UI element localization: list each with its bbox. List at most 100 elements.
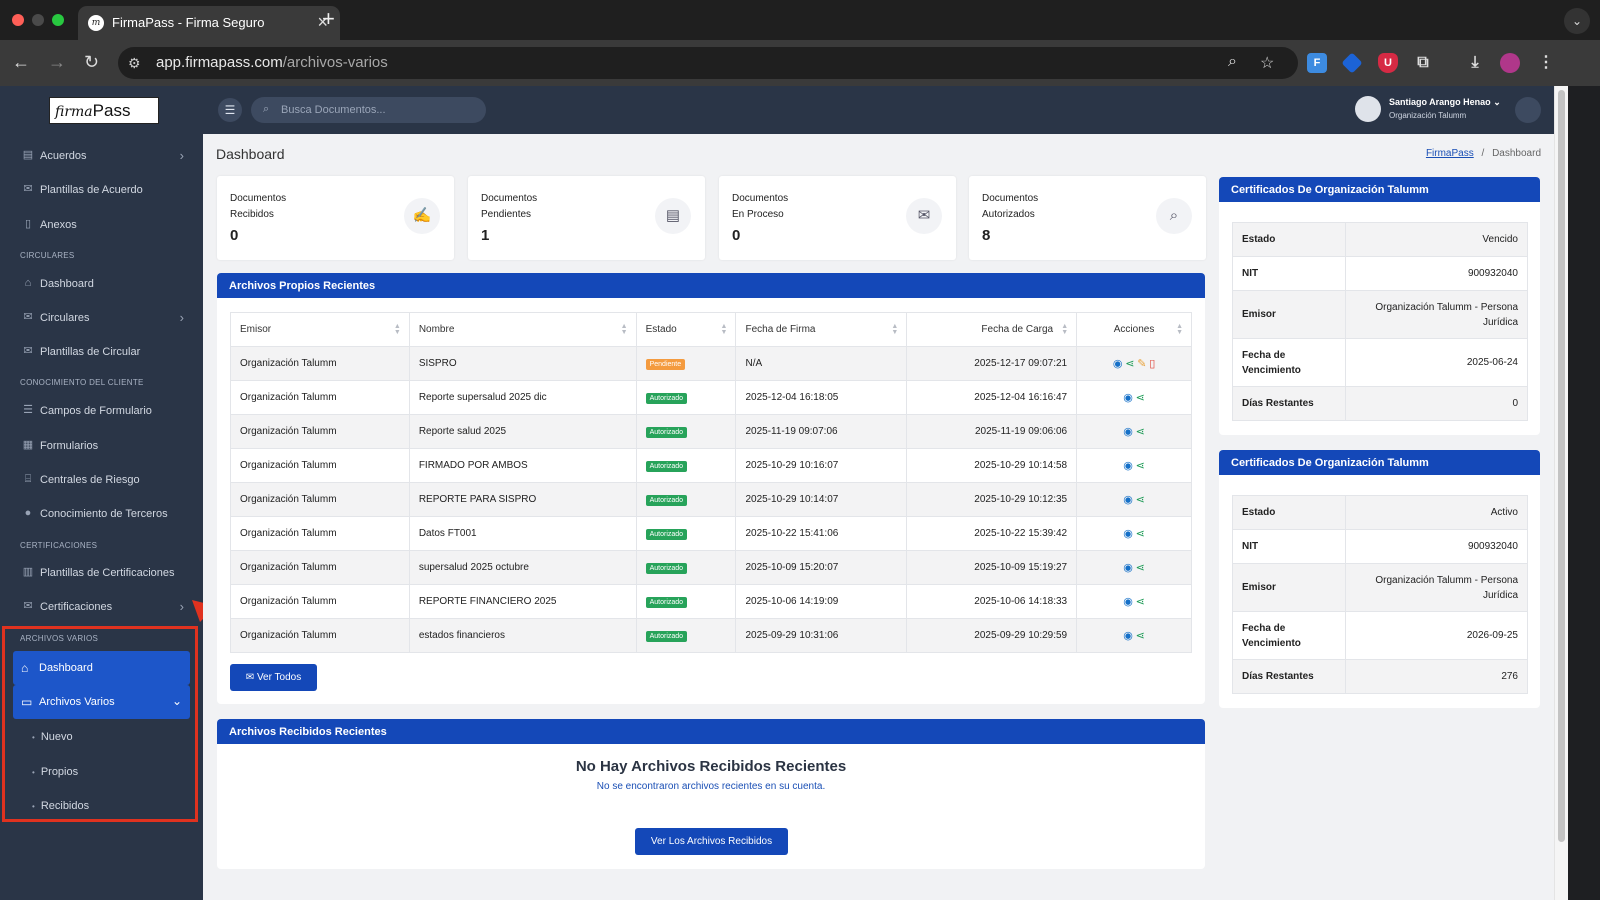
ver-todos-button[interactable]: ✉ Ver Todos: [230, 664, 317, 691]
sidebar-subitem-recibidos[interactable]: Recibidos: [32, 800, 89, 812]
sidebar-item-circulares-dashboard[interactable]: ⌂ Dashboard: [18, 274, 188, 296]
col-nombre[interactable]: Nombre ▲ ▼: [408, 312, 637, 347]
share-icon[interactable]: ⋖: [1135, 426, 1145, 438]
forward-icon[interactable]: →: [48, 52, 66, 72]
sidebar-item-archivos-varios[interactable]: ▭ Archivos Varios ⌄: [13, 685, 190, 719]
stat-card-recibidos[interactable]: Documentos Recibidos 0 ✍: [217, 176, 454, 260]
sidebar-item-plantillas-acuerdo[interactable]: ✉ Plantillas de Acuerdo: [23, 183, 143, 196]
col-acciones[interactable]: Acciones ▲ ▼: [1076, 312, 1192, 347]
url-text[interactable]: app.firmapass.com/archivos-varios: [156, 54, 388, 71]
section-conocimiento: CONOCIMIENTO DEL CLIENTE: [20, 378, 144, 387]
page-scrollbar[interactable]: [1554, 86, 1568, 900]
sidebar-item-centrales-riesgo[interactable]: ⌸ Centrales de Riesgo: [18, 470, 188, 492]
cell-nombre: REPORTE PARA SISPRO: [408, 482, 637, 517]
chevron-down-icon: ⌄: [171, 694, 182, 708]
bookmark-star-icon[interactable]: ☆: [1260, 55, 1275, 72]
browser-tab[interactable]: m FirmaPass - Firma Seguro ×: [78, 6, 340, 40]
sidebar-item-certificaciones[interactable]: ✉ Certificaciones ›: [23, 599, 184, 614]
cell-nombre: supersalud 2025 octubre: [408, 550, 637, 585]
sidebar-item-conocimiento-terceros[interactable]: ● Conocimiento de Terceros: [18, 504, 188, 526]
share-icon[interactable]: ⋖: [1135, 392, 1145, 404]
zoom-icon[interactable]: ⌕: [1228, 53, 1237, 70]
stat-card-autorizados[interactable]: Documentos Autorizados 8 ⌕: [969, 176, 1206, 260]
cell-nombre: FIRMADO POR AMBOS: [408, 448, 637, 483]
share-icon[interactable]: ⋖: [1135, 562, 1145, 574]
col-estado[interactable]: Estado ▲ ▼: [635, 312, 737, 347]
close-tab-icon[interactable]: ×: [317, 12, 328, 32]
table-row: Organización Talumm SISPRO Pendiente N/A 202…: [230, 346, 1192, 381]
sidebar-item-acuerdos[interactable]: ▤ Acuerdos ›: [22, 148, 184, 163]
new-tab-icon[interactable]: +: [322, 6, 335, 31]
user-name[interactable]: Santiago Arango Henao ⌄: [1389, 97, 1501, 107]
view-icon[interactable]: ◉: [1123, 392, 1133, 404]
extension-diamond-icon[interactable]: [1341, 52, 1363, 74]
edit-icon[interactable]: ✎: [1137, 358, 1147, 370]
table-row: Organización Talumm estados financieros Au…: [230, 618, 1192, 653]
browser-menu-icon[interactable]: ⋮: [1538, 54, 1554, 71]
cell-fecha-carga: 2025-11-19 09:06:06: [906, 414, 1078, 449]
ver-archivos-recibidos-button[interactable]: Ver Los Archivos Recibidos: [635, 828, 788, 855]
sidebar-item-plantillas-certificaciones[interactable]: ▥ Plantillas de Certificaciones: [22, 566, 175, 579]
firmapass-logo[interactable]: firmaPass: [49, 97, 159, 124]
main-content: Dashboard FirmaPass / Dashboard Document…: [203, 134, 1554, 900]
col-fecha-carga[interactable]: Fecha de Carga ▲ ▼: [906, 312, 1078, 347]
sidebar-subitem-nuevo[interactable]: Nuevo: [32, 731, 73, 743]
view-icon[interactable]: ◉: [1123, 426, 1133, 438]
breadcrumb: FirmaPass / Dashboard: [1425, 148, 1541, 159]
reload-icon[interactable]: ↻: [84, 52, 100, 72]
share-icon[interactable]: ⋖: [1135, 596, 1145, 608]
view-icon[interactable]: ◉: [1123, 460, 1133, 472]
file-icon: ▯: [24, 218, 32, 230]
cell-nombre: Reporte salud 2025: [408, 414, 637, 449]
breadcrumb-link[interactable]: FirmaPass: [1425, 148, 1474, 159]
share-icon[interactable]: ⋖: [1135, 528, 1145, 540]
cell-emisor: Organización Talumm: [230, 346, 410, 381]
ublock-icon[interactable]: U: [1378, 53, 1398, 73]
extension-f-icon[interactable]: F: [1307, 53, 1327, 73]
sidebar-subitem-propios[interactable]: Propios: [32, 766, 78, 778]
share-icon[interactable]: ⋖: [1135, 460, 1145, 472]
address-bar[interactable]: ⚙ app.firmapass.com/archivos-varios ⌕ ☆: [118, 47, 1298, 79]
sidebar-item-archivos-dashboard[interactable]: ⌂ Dashboard: [13, 651, 190, 685]
col-fecha-firma[interactable]: Fecha de Firma ▲ ▼: [735, 312, 908, 347]
cert-panel-2: Certificados De Organización Talumm Esta…: [1219, 450, 1540, 708]
cell-fecha-firma: 2025-10-06 14:19:09: [735, 584, 908, 619]
share-icon[interactable]: ⋖: [1135, 630, 1145, 642]
menu-toggle-icon[interactable]: ☰: [218, 98, 242, 122]
view-icon[interactable]: ◉: [1123, 630, 1133, 642]
back-icon[interactable]: ←: [12, 52, 30, 72]
folder-icon: ▭: [21, 695, 33, 709]
scrollbar-thumb[interactable]: [1558, 90, 1565, 842]
sidebar-item-circulares[interactable]: ✉ Circulares ›: [23, 310, 184, 325]
view-icon[interactable]: ◉: [1123, 528, 1133, 540]
status-badge: Autorizado: [645, 392, 688, 404]
view-icon[interactable]: ◉: [1112, 358, 1123, 370]
col-emisor[interactable]: Emisor ▲ ▼: [230, 312, 410, 347]
sidebar-item-anexos[interactable]: ▯ Anexos: [18, 215, 188, 237]
tab-search-icon[interactable]: ⌄: [1564, 8, 1590, 34]
sidebar-item-formularios[interactable]: ▦ Formularios: [22, 439, 99, 452]
site-info-icon[interactable]: ⚙: [128, 55, 141, 71]
search-input[interactable]: [251, 97, 486, 123]
extensions-puzzle-icon[interactable]: ⧉: [1417, 54, 1429, 71]
close-window-button[interactable]: [12, 14, 24, 26]
sidebar-item-plantillas-circular[interactable]: ✉ Plantillas de Circular: [23, 345, 141, 358]
cell-fecha-firma: 2025-10-29 10:16:07: [735, 448, 908, 483]
share-icon[interactable]: ⋖: [1135, 494, 1145, 506]
maximize-window-button[interactable]: [52, 14, 64, 26]
stat-card-pendientes[interactable]: Documentos Pendientes 1 ▤: [468, 176, 705, 260]
view-icon[interactable]: ◉: [1123, 494, 1133, 506]
page-title: Dashboard: [216, 146, 285, 162]
organization-avatar[interactable]: [1515, 97, 1541, 123]
sidebar-item-campos-formulario[interactable]: ☰ Campos de Formulario: [23, 404, 152, 417]
section-circulares: CIRCULARES: [20, 251, 75, 260]
minimize-window-button[interactable]: [32, 14, 44, 26]
profile-avatar-icon[interactable]: [1500, 53, 1520, 73]
stat-card-en-proceso[interactable]: Documentos En Proceso 0 ✉: [719, 176, 956, 260]
view-icon[interactable]: ◉: [1123, 562, 1133, 574]
delete-icon[interactable]: ▯: [1149, 358, 1156, 370]
download-icon[interactable]: ⤓: [1471, 54, 1479, 71]
avatar[interactable]: [1355, 96, 1381, 122]
view-icon[interactable]: ◉: [1123, 596, 1133, 608]
share-icon[interactable]: ⋖: [1125, 358, 1135, 370]
